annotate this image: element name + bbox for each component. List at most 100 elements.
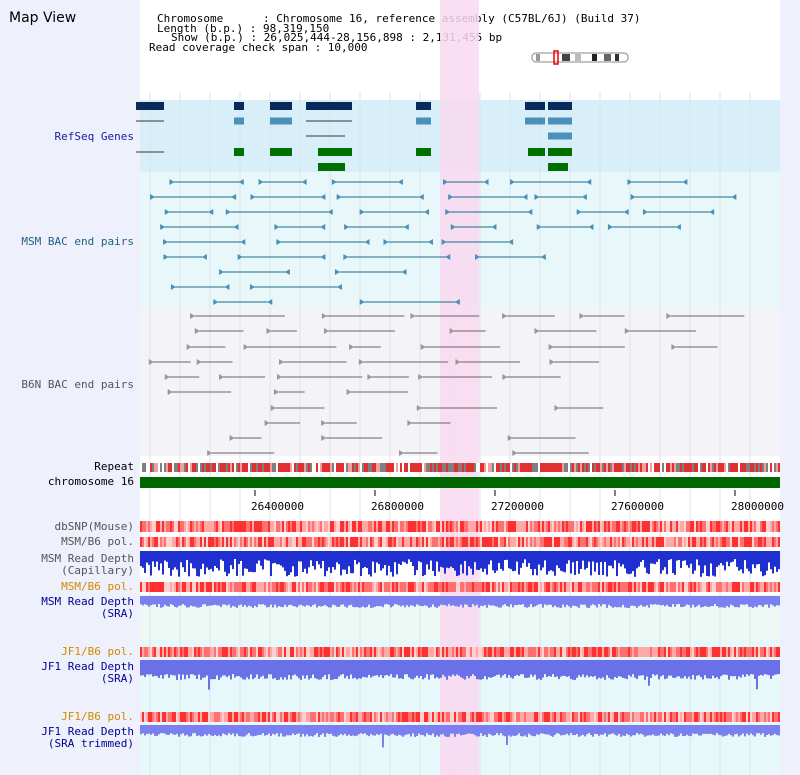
refseq-genes-label[interactable]: RefSeq Genes [54,130,134,143]
jf1-b6-pol-heatmap [610,647,612,657]
msm-capillary-depth-bar [148,551,150,565]
dbsnp-heatmap [758,521,760,532]
msm-b6-pol-heatmap [140,537,142,547]
repeat-mark [690,463,692,472]
jf1-trimmed-depth-bar [376,725,378,735]
jf1-trimmed-depth-bar [380,725,382,734]
msm-b6-pol-heatmap [452,537,454,547]
msm-capillary-depth-bar [248,551,250,572]
repeat-mark [588,463,590,472]
jf1-trimmed-depth-bar [326,725,328,734]
b6n-bac-end [367,374,373,380]
repeat-mark [578,463,580,472]
msm-b6-pol-heatmap [472,537,474,547]
jf1-trimmed-depth-bar [182,725,184,734]
jf1-b6-pol-heatmap [674,647,676,657]
msm-sra-depth-bar [474,596,476,606]
jf1-trimmed-depth-bar [732,725,734,737]
msm-sra-depth-bar [248,596,250,606]
repeat-mark [254,463,256,472]
jf1-sra-depth-bar [506,660,508,678]
jf1-sra-depth-bar [644,660,646,680]
jf1-b6-pol-heatmap-2 [360,712,362,722]
chromosome-label: chromosome 16 [47,475,134,488]
dbsnp-heatmap [318,521,320,532]
msm-b6-pol-heatmap-2 [336,582,338,592]
msm-sra-depth-bar [320,596,322,607]
repeat-mark [668,463,670,472]
jf1-sra-depth-bar [722,660,724,675]
msm-b6-pol-heatmap-2 [652,582,654,592]
repeat-mark [658,463,660,472]
jf1-trimmed-depth-bar [590,725,592,735]
jf1-sra-depth-bar [344,660,346,679]
msm-capillary-depth-bar [540,551,542,571]
repeat-mark [502,463,504,472]
jf1-b6-pol-heatmap [712,647,714,657]
repeat-mark [350,463,352,472]
msm-bac-label[interactable]: MSM BAC end pairs [21,235,134,248]
msm-bac-end [475,254,481,260]
jf1-b6-pol-heatmap [644,647,646,657]
jf1-b6-pol-heatmap-2 [676,712,678,722]
jf1-b6-pol-heatmap [512,647,514,657]
repeat-mark [612,463,614,472]
msm-b6-pol-heatmap [310,537,312,547]
jf1-sra-depth-bar [158,660,160,678]
b6n-bac-end [410,313,416,319]
jf1-b6-pol-heatmap [232,647,234,657]
jf1-sra-depth-bar [680,660,682,679]
msm-capillary-depth-bar [242,551,244,576]
jf1-b6-pol-heatmap-2 [708,712,710,722]
jf1-b6-pol-heatmap [582,647,584,657]
b6n-bac-end [243,344,249,350]
jf1-trimmed-depth-bar [236,725,238,734]
msm-b6-pol-heatmap [502,537,504,547]
jf1-b6-pol-heatmap-2 [512,712,514,722]
msm-capillary-depth-bar [602,551,604,575]
jf1-trimmed-depth-bar [414,725,416,737]
jf1-sra-depth-bar [498,660,500,675]
msm-capillary-depth-bar [726,551,728,562]
jf1-b6-pol-heatmap-2 [302,712,304,722]
jf1-sra-depth-bar [268,660,270,675]
msm-b6-pol-heatmap [696,537,698,547]
dbsnp-heatmap [162,521,164,532]
msm-b6-pol-heatmap [284,537,286,547]
jf1-sra-depth-bar [628,660,630,676]
jf1-b6-pol-heatmap-2 [426,712,428,722]
msm-capillary-depth-bar [688,551,690,568]
jf1-b6-pol-heatmap [680,647,682,657]
jf1-b6-pol-heatmap [226,647,228,657]
jf1-b6-pol-heatmap [428,647,430,657]
jf1-trimmed-depth-bar [496,725,498,734]
msm-b6-pol-heatmap [430,537,432,547]
dbsnp-heatmap [266,521,268,532]
msm-b6-pol-heatmap-2 [386,582,388,592]
jf1-b6-pol-heatmap [286,647,288,657]
b6n-bac-label[interactable]: B6N BAC end pairs [21,378,134,391]
jf1-trimmed-depth-bar [188,725,190,737]
msm-b6-pol-heatmap [730,537,732,547]
jf1-b6-pol-heatmap [594,647,596,657]
msm-capillary-depth-bar [332,551,334,568]
b6n-bac-end [148,359,154,365]
jf1-b6-pol-heatmap-2 [670,712,672,722]
jf1-b6-pol-heatmap-2 [442,712,444,722]
msm-sra-depth-bar [564,596,566,608]
jf1-sra-depth-bar [746,660,748,675]
msm-b6-pol-heatmap-2 [176,582,178,592]
msm-sra-depth-bar [752,596,754,608]
jf1-b6-pol-heatmap [280,647,282,657]
msm-sra-depth-bar [410,596,412,606]
jf1-b6-pol-heatmap-2 [156,712,158,722]
dbsnp-heatmap [596,521,598,532]
jf1-b6-pol-heatmap-2 [206,712,208,722]
repeat-mark [264,463,266,472]
jf1-b6-pol-heatmap [316,647,318,657]
jf1-b6-pol-heatmap-2 [336,712,338,722]
right-scroll-strip[interactable] [780,0,800,775]
repeat-mark [704,463,706,472]
dbsnp-heatmap [532,521,534,532]
jf1-trimmed-depth-bar [654,725,656,736]
